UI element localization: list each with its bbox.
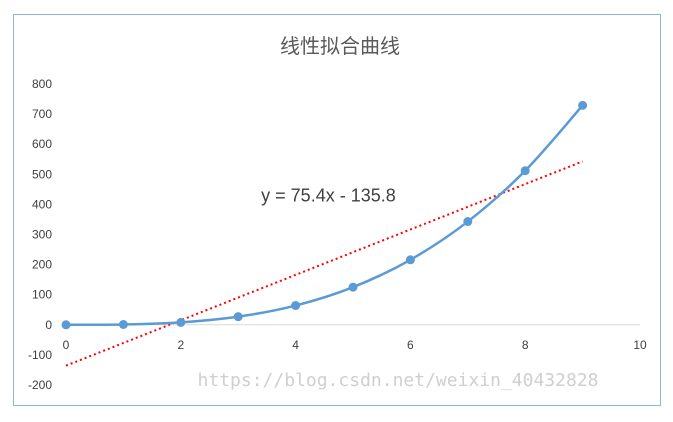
watermark: https://blog.csdn.net/weixin_40432828 (198, 370, 599, 391)
y-tick-label: 100 (32, 288, 52, 302)
chart-frame (13, 14, 661, 406)
data-point (463, 217, 473, 227)
data-point (405, 255, 415, 265)
y-tick-label: -100 (28, 348, 52, 362)
data-point (233, 312, 243, 322)
data-point (520, 166, 530, 176)
y-tick-label: 300 (32, 228, 52, 242)
data-point (61, 320, 71, 330)
y-tick-label: 700 (32, 107, 52, 121)
x-tick-label: 6 (407, 338, 414, 352)
data-series-curve (65, 104, 584, 327)
data-point (578, 100, 588, 110)
y-tick-label: 600 (32, 137, 52, 151)
x-tick-label: 4 (292, 338, 299, 352)
x-tick-label: 10 (633, 338, 647, 352)
trendline-equation: y = 75.4x - 135.8 (261, 185, 396, 205)
data-point (291, 301, 301, 311)
y-tick-label: 0 (45, 318, 52, 332)
x-tick-label: 8 (522, 338, 529, 352)
y-tick-label: 800 (32, 77, 52, 91)
chart-title: 线性拟合曲线 (280, 34, 400, 58)
data-point (176, 317, 186, 327)
y-tick-label: -200 (28, 378, 52, 392)
x-tick-label: 0 (63, 338, 70, 352)
data-point (118, 319, 128, 329)
y-tick-label: 500 (32, 167, 52, 181)
data-point (348, 282, 358, 292)
y-tick-label: 400 (32, 197, 52, 211)
y-tick-label: 200 (32, 258, 52, 272)
x-tick-label: 2 (177, 338, 184, 352)
